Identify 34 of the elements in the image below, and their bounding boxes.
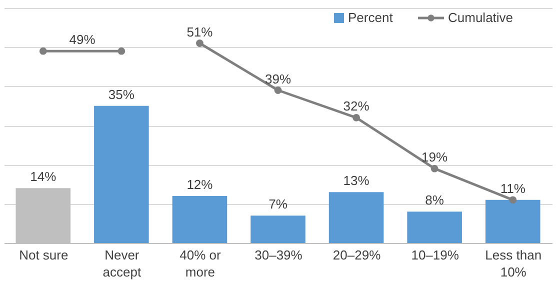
data-label: 13% [343, 173, 370, 188]
data-label: 35% [108, 86, 135, 102]
point [39, 47, 47, 55]
bar [250, 216, 306, 243]
point [509, 196, 517, 204]
legend-label: Percent [348, 10, 394, 25]
x-tick-label: Not sure [19, 248, 68, 262]
data-label: 51% [186, 24, 214, 40]
bar [328, 192, 384, 243]
x-tick-label: 40% or more [180, 248, 222, 280]
data-label: 19% [422, 150, 448, 165]
legend-label: Cumulative [448, 10, 514, 25]
data-label: 39% [264, 71, 292, 86]
data-label: 8% [425, 192, 444, 208]
data-label: 12% [186, 177, 214, 192]
bar [172, 196, 228, 243]
x-tick-label: 10–19% [411, 248, 460, 262]
data-label: 11% [500, 180, 526, 196]
data-label: 32% [343, 98, 370, 114]
data-label: 14% [30, 169, 57, 184]
x-tick-label: 20–29% [332, 248, 382, 262]
point [352, 114, 360, 122]
point [196, 40, 204, 47]
bar [485, 200, 540, 243]
x-tick-label: 30–39% [254, 248, 303, 262]
point [118, 47, 126, 55]
x-tick-label: Less than 10% [485, 248, 542, 280]
annotation: 49% [69, 32, 96, 48]
bar [407, 212, 462, 243]
point [274, 86, 282, 94]
point [430, 164, 438, 172]
x-tick-label: Never accept [102, 248, 142, 280]
data-label: 7% [268, 196, 288, 212]
bar [94, 106, 149, 243]
